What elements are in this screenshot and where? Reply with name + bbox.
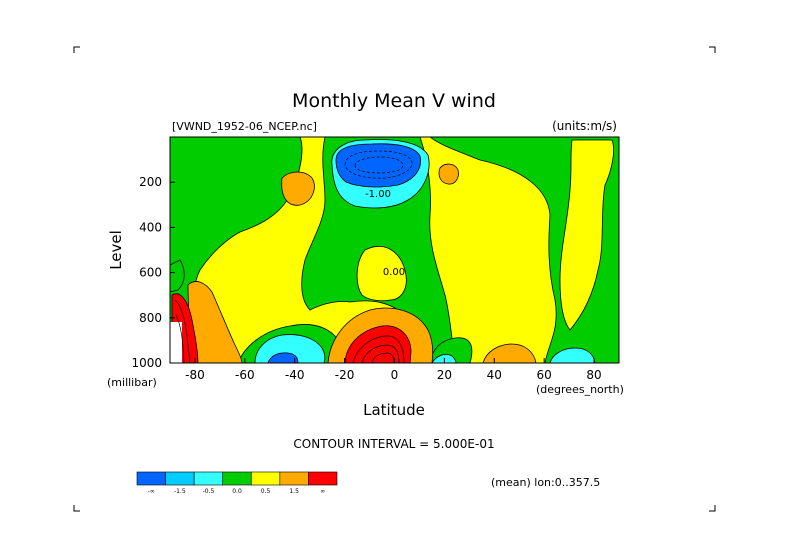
units-label: (units:m/s) [552, 119, 617, 133]
x-tick-label: 20 [437, 368, 452, 382]
y-tick-label: 600 [139, 266, 162, 280]
x-tick-label: 0 [391, 368, 399, 382]
colorbar-swatch [136, 471, 166, 486]
region-yellow-mid-inner [356, 245, 407, 302]
region-blue-lower-south [267, 352, 299, 363]
x-axis-ticks: -80 -60 -40 -20 0 20 40 60 80 [185, 358, 602, 382]
y-axis-label: Level [107, 230, 125, 270]
x-tick-label: -20 [335, 368, 355, 382]
colorbar-label: -∞ [148, 488, 155, 495]
colorbar-swatch [250, 471, 281, 486]
region-orange-upper-south [281, 171, 315, 206]
colorbar-swatch [279, 471, 309, 486]
contour-interval-text: CONTOUR INTERVAL = 5.000E-01 [293, 437, 494, 451]
contour-label-zero: 0.00 [383, 267, 405, 278]
contour-field [170, 137, 619, 363]
y-tick-label: 800 [139, 311, 162, 325]
x-tick-label: 40 [487, 368, 502, 382]
colorbar-swatch [193, 471, 224, 486]
y-tick-label: 200 [139, 175, 162, 189]
colorbar-swatch [165, 471, 195, 486]
colorbar-label: ∞ [320, 488, 325, 495]
colorbar-label: -0.5 [203, 488, 215, 495]
region-orange-lower-40N [482, 343, 537, 363]
x-tick-label: -60 [235, 368, 255, 382]
dataset-label: [VWND_1952-06_NCEP.nc] [172, 120, 317, 133]
contour-label-neg-one: -1.00 [365, 189, 391, 200]
colorbar-label: 0.0 [232, 488, 242, 495]
region-green-polar-edge [170, 259, 185, 293]
x-tick-label: 60 [537, 368, 552, 382]
x-axis-label: Latitude [363, 401, 425, 419]
colorbar-swatch [308, 471, 338, 486]
colorbar: -∞ -1.5 -0.5 0.0 0.5 1.5 ∞ [136, 471, 338, 495]
x-tick-label: -80 [185, 368, 205, 382]
missing-data-patch [170, 322, 182, 363]
colorbar-swatch [222, 471, 252, 486]
x-tick-label: 80 [586, 368, 601, 382]
y-tick-label: 400 [139, 220, 162, 234]
y-tick-label: 1000 [131, 356, 162, 370]
colorbar-label: 0.5 [261, 488, 271, 495]
region-orange-upper-mid [438, 163, 459, 185]
region-red-lower-tropics [344, 325, 412, 363]
contour-lines-detail [174, 150, 413, 363]
colorbar-label: -1.5 [174, 488, 186, 495]
region-green-north-inner [559, 139, 614, 331]
colorbar-label: 1.5 [289, 488, 299, 495]
region-cyan-lower-south [254, 334, 326, 363]
y-axis-units: (millibar) [107, 376, 157, 389]
corner-marks [73, 46, 716, 512]
x-tick-label: -40 [285, 368, 305, 382]
mean-text: (mean) lon:0..357.5 [491, 476, 600, 489]
y-axis-ticks: 200 400 600 800 1000 [131, 175, 175, 370]
chart-title: Monthly Mean V wind [292, 90, 496, 112]
x-axis-units: (degrees_north) [536, 383, 624, 396]
region-blue-upper [335, 143, 422, 188]
